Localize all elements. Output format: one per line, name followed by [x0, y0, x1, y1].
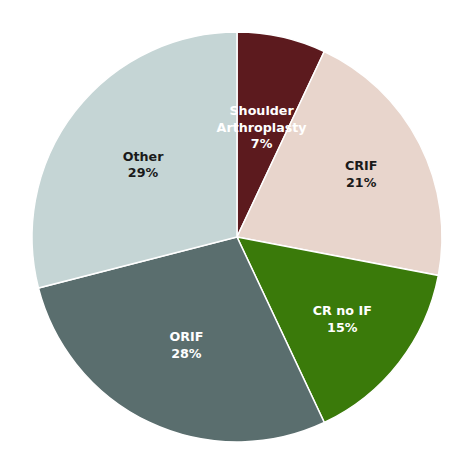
svg-text:CRIF21%: CRIF21% [345, 158, 377, 190]
svg-text:CR no IF15%: CR no IF15% [313, 303, 372, 335]
svg-text:ORIF28%: ORIF28% [169, 329, 203, 361]
svg-text:ShoulderArthroplasty7%: ShoulderArthroplasty7% [217, 103, 308, 151]
svg-text:Other29%: Other29% [123, 148, 164, 180]
